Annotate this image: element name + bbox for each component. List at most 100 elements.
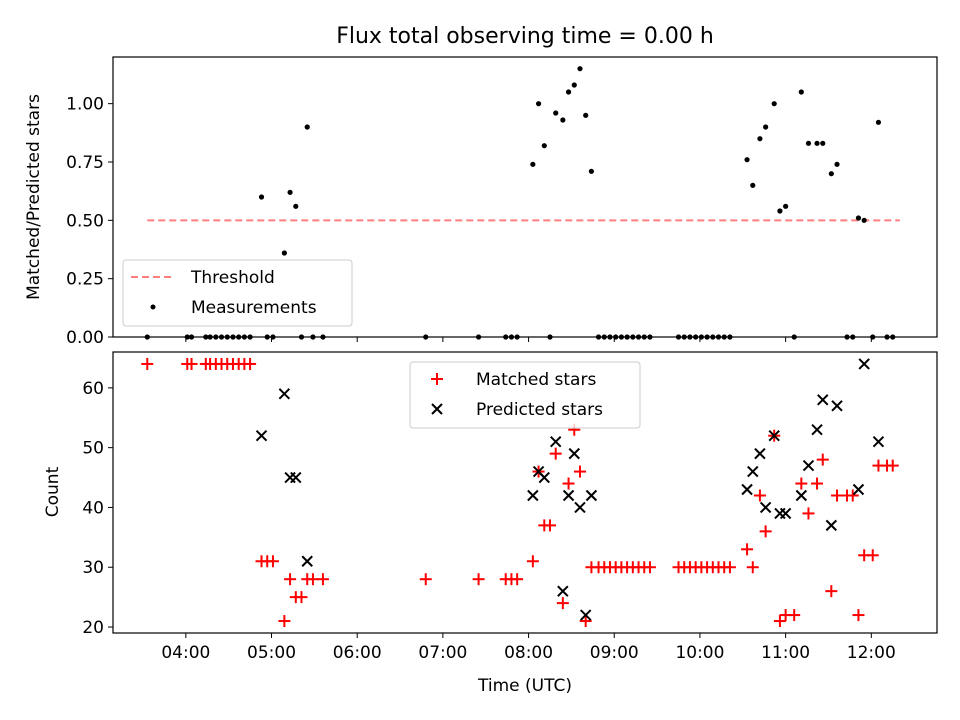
matched-star-point xyxy=(556,597,569,610)
matched-star-point xyxy=(141,357,154,370)
predicted-star-point xyxy=(858,358,870,370)
measurement-point xyxy=(805,140,812,146)
matched-star-point xyxy=(284,573,297,586)
top-axes-frame xyxy=(112,56,938,338)
matched-star-point xyxy=(643,561,656,574)
measurement-point xyxy=(258,194,265,200)
matched-star-point xyxy=(795,477,808,490)
matched-star-point xyxy=(295,591,308,604)
bottom-legend-frame xyxy=(409,361,641,429)
measurement-point xyxy=(577,66,583,72)
bottom-y-tick-label: 60 xyxy=(82,379,104,399)
predicted-star-point xyxy=(831,400,843,412)
x-tick-label: 10:00 xyxy=(675,643,724,663)
bottom-y-tick-label: 30 xyxy=(82,558,104,578)
bottom-y-tick-label: 50 xyxy=(82,439,104,459)
top-y-axis-label: Matched/Predicted stars xyxy=(24,94,44,300)
measurement-point xyxy=(565,89,572,95)
x-tick-label: 11:00 xyxy=(761,643,810,663)
x-tick-label: 06:00 xyxy=(333,643,382,663)
predicted-star-point xyxy=(779,507,792,520)
measurement-point xyxy=(560,117,566,123)
predicted-star-point xyxy=(759,501,772,514)
predicted-star-point xyxy=(290,471,302,484)
matched-star-point xyxy=(472,573,485,586)
matched-star-point xyxy=(846,489,859,502)
measurement-point xyxy=(861,217,867,223)
matched-star-point xyxy=(562,477,575,490)
predicted-star-point xyxy=(741,483,753,496)
matched-star-point xyxy=(773,615,786,628)
x-tick-label: 08:00 xyxy=(504,643,553,663)
matched-star-point xyxy=(759,525,772,538)
matched-star-point xyxy=(419,573,432,586)
matched-star-point xyxy=(802,507,815,520)
legend-matched-label: Matched stars xyxy=(476,370,596,390)
predicted-star-point xyxy=(562,489,575,502)
predicted-star-point xyxy=(579,609,592,621)
matched-star-point xyxy=(278,615,291,628)
measurement-point xyxy=(757,136,763,142)
predicted-star-point xyxy=(825,519,838,532)
measurement-point xyxy=(814,140,820,146)
x-tick-label: 09:00 xyxy=(590,643,639,663)
matched-star-point xyxy=(753,489,766,502)
measurement-point xyxy=(820,140,826,146)
x-tick-label: 12:00 xyxy=(847,643,896,663)
predicted-star-point xyxy=(301,555,313,567)
measurement-point xyxy=(777,208,783,214)
predicted-star-point xyxy=(585,489,598,502)
top-y-tick-label: 0.75 xyxy=(66,153,104,173)
x-tick-label: 07:00 xyxy=(418,643,467,663)
legend-predicted-label: Predicted stars xyxy=(476,400,603,420)
matched-star-point xyxy=(511,573,524,586)
measurement-point xyxy=(304,124,310,130)
predicted-star-point xyxy=(817,394,829,406)
measurement-point xyxy=(553,110,559,116)
measurement-point xyxy=(855,215,862,221)
legend-matched-swatch xyxy=(431,373,443,385)
predicted-star-point xyxy=(538,471,550,484)
measurement-point xyxy=(281,250,287,256)
measurement-point xyxy=(875,119,882,125)
predicted-star-point xyxy=(811,424,823,436)
measurement-point xyxy=(771,101,777,107)
matched-star-point xyxy=(816,453,829,466)
matched-star-point xyxy=(811,477,824,490)
top-legend-frame xyxy=(122,259,353,327)
predicted-star-point xyxy=(802,459,815,472)
measurement-point xyxy=(763,124,769,130)
predicted-star-point xyxy=(768,429,780,442)
matched-star-point xyxy=(825,585,838,598)
top-y-tick-label: 0.00 xyxy=(66,328,104,348)
x-axis-label: Time (UTC) xyxy=(477,676,572,696)
bottom-y-tick-label: 20 xyxy=(82,618,104,638)
matched-star-point xyxy=(741,543,754,556)
measurement-point xyxy=(541,143,547,149)
matched-star-point xyxy=(746,561,759,574)
measurement-point xyxy=(530,161,536,167)
matched-star-point xyxy=(788,609,801,622)
bottom-y-axis-label: Count xyxy=(43,466,63,517)
matched-star-point xyxy=(573,465,586,478)
measurement-point xyxy=(783,203,789,209)
measurement-point xyxy=(828,171,834,177)
predicted-star-point xyxy=(754,447,766,460)
matched-star-point xyxy=(852,609,865,622)
top-y-tick-label: 1.00 xyxy=(66,95,104,115)
matched-star-point xyxy=(185,357,198,370)
measurement-point xyxy=(287,189,293,195)
measurement-point xyxy=(744,157,750,163)
measurement-point xyxy=(588,168,595,174)
predicted-star-point xyxy=(795,489,808,502)
measurement-point xyxy=(583,112,589,118)
x-tick-label: 04:00 xyxy=(161,643,210,663)
matched-star-point xyxy=(549,447,562,460)
top-plot-area: 0.00 0.25 0.50 0.75 1.00 xyxy=(66,56,938,348)
predicted-star-point xyxy=(747,465,759,478)
predicted-star-point xyxy=(527,489,539,502)
measurement-point xyxy=(750,182,756,188)
matched-star-point xyxy=(244,357,257,370)
predicted-star-point xyxy=(872,435,885,448)
